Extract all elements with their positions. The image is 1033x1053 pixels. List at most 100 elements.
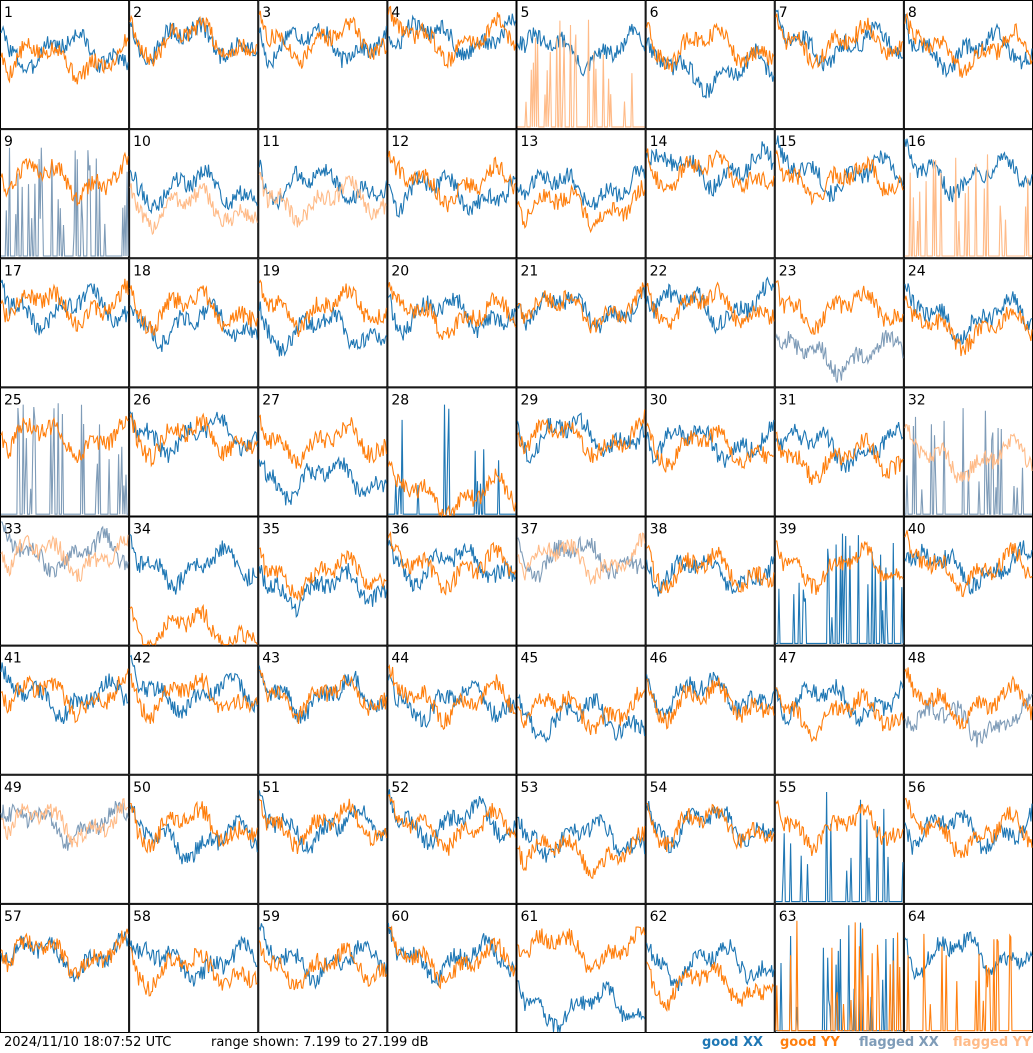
panel-41: 41 [0,645,130,775]
panel-25: 25 [0,387,130,517]
panel-51: 51 [258,774,388,904]
panel-label: 35 [262,522,280,538]
panel-label: 21 [521,263,539,279]
panel-label: 59 [262,909,280,925]
panel-15: 15 [774,129,904,259]
series-yy [0,534,129,583]
panel-6: 6 [645,0,775,130]
series-yy [646,22,775,72]
panel-34: 34 [129,516,259,647]
panel-label: 3 [262,5,271,21]
panel-frame [258,0,388,130]
series-xx [517,813,646,863]
panel-frame [0,645,130,775]
series-xx [517,980,646,1033]
panel-label: 63 [779,909,797,925]
panel-3: 3 [258,0,388,130]
panel-64: 64 [903,903,1033,1033]
series-xx [646,419,775,468]
panel-label: 52 [391,780,409,796]
panel-4: 4 [387,0,517,130]
panel-label: 60 [391,909,409,925]
panel-label: 47 [779,651,797,667]
series-xx [516,23,646,77]
panel-label: 22 [650,263,668,279]
series-yy [775,149,904,206]
panel-52: 52 [387,774,517,904]
panel-label: 26 [133,392,151,408]
panel-label: 32 [908,392,926,408]
panel-frame [903,0,1033,130]
series-yy [904,295,1033,357]
series-xx [775,533,904,644]
panel-22: 22 [645,258,775,388]
series-xx [775,9,904,72]
panel-56: 56 [903,774,1033,904]
series-xx [387,673,517,729]
panel-47: 47 [774,645,904,775]
series-xx [0,25,129,74]
panel-label: 50 [133,780,151,796]
panel-50: 50 [129,774,259,904]
panel-39: 39 [774,516,904,646]
series-xx [1,147,129,257]
panel-label: 1 [4,5,13,21]
panel-label: 37 [521,522,539,538]
panel-label: 38 [650,522,668,538]
series-xx [1,403,129,515]
series-yy [904,12,1033,78]
series-yy [646,422,775,473]
panel-8: 8 [903,0,1033,130]
panel-36: 36 [387,516,517,646]
series-yy [129,672,258,724]
series-yy [0,668,129,724]
panel-frame [387,903,517,1033]
panel-label: 44 [391,651,409,667]
series-yy [258,279,387,338]
series-yy [0,278,129,332]
panel-17: 17 [0,258,130,388]
panel-label: 2 [133,5,142,21]
panel-frame [516,774,646,904]
panel-16: 16 [903,129,1033,259]
series-yy [387,460,517,518]
panel-9: 9 [0,129,130,259]
panel-frame [258,774,388,904]
series-xx [387,292,517,341]
series-yy [517,686,646,736]
series-xx [387,789,517,851]
series-yy [0,928,129,979]
series-yy [129,603,258,647]
panel-label: 30 [650,392,668,408]
panel-label: 18 [133,263,151,279]
series-yy [517,19,645,128]
series-xx [388,404,516,515]
panel-label: 5 [521,5,530,21]
series-yy [387,5,517,70]
panel-label: 29 [521,392,539,408]
series-yy [904,154,1032,257]
series-yy [904,933,1032,1032]
panel-frame [387,129,517,259]
panel-1: 1 [0,0,130,130]
panel-27: 27 [258,387,388,517]
series-xx [775,330,904,383]
panel-label: 34 [133,522,151,538]
series-xx [775,135,904,203]
panel-frame [0,903,130,1033]
series-xx [258,301,387,357]
panel-60: 60 [387,903,517,1033]
panel-frame [774,0,904,130]
series-xx [129,411,258,463]
series-xx [129,804,258,865]
panel-frame [129,774,259,904]
series-xx [387,922,517,987]
series-yy [0,415,129,463]
panel-label: 46 [650,651,668,667]
panel-label: 54 [650,780,668,796]
series-yy [646,677,775,730]
series-yy [129,946,258,997]
panel-label: 57 [4,909,22,925]
panel-62: 62 [645,903,775,1033]
panel-frame [129,516,259,646]
